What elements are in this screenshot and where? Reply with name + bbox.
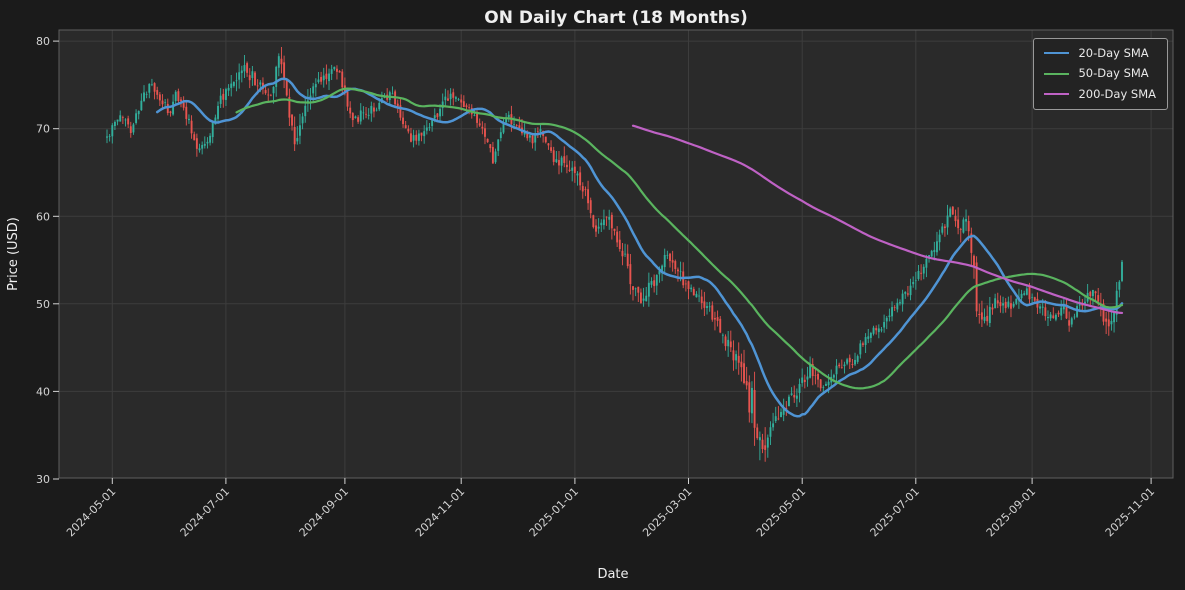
y-tick-label: 40 [36, 385, 50, 398]
legend-line-swatch [1044, 92, 1070, 95]
legend-label: 20-Day SMA [1078, 46, 1149, 60]
legend-label: 50-Day SMA [1078, 66, 1149, 81]
legend: 20-Day SMA 50-Day SMA 200-Day SMA [1033, 38, 1168, 111]
y-tick-label: 80 [36, 35, 50, 48]
x-tick-label: 2025-01-01 [527, 485, 581, 539]
x-tick-label: 2024-11-01 [413, 485, 467, 539]
legend-item-50-day-sma: 50-Day SMA [1044, 66, 1156, 80]
legend-label: 200-Day SMA [1078, 86, 1156, 101]
sma-line-50 [235, 87, 1124, 390]
legend-item-200-day-sma: 200-Day SMA [1044, 87, 1156, 101]
x-tick-label: 2024-09-01 [297, 485, 351, 539]
y-axis-title: Price (USD) [6, 217, 21, 291]
sma-line-200 [631, 124, 1124, 315]
legend-line-swatch [1044, 72, 1070, 75]
x-tick-label: 2025-09-01 [984, 485, 1038, 539]
x-tick-label: 2024-05-01 [64, 485, 118, 539]
legend-line-swatch [1044, 52, 1070, 55]
x-tick-label: 2025-11-01 [1103, 485, 1157, 539]
y-tick-label: 30 [36, 473, 50, 486]
x-tick-label: 2025-07-01 [868, 485, 922, 539]
sma-line-20 [155, 77, 1124, 418]
chart-title: ON Daily Chart (18 Months) [484, 8, 747, 28]
y-tick-label: 50 [36, 298, 50, 311]
x-tick-label: 2025-03-01 [640, 485, 694, 539]
y-tick-label: 70 [36, 123, 50, 136]
legend-item-20-day-sma: 20-Day SMA [1044, 46, 1156, 60]
y-tick-label: 60 [36, 210, 50, 223]
x-tick-label: 2025-05-01 [754, 485, 808, 539]
x-tick-label: 2024-07-01 [178, 485, 232, 539]
x-axis-title: Date [597, 567, 628, 582]
